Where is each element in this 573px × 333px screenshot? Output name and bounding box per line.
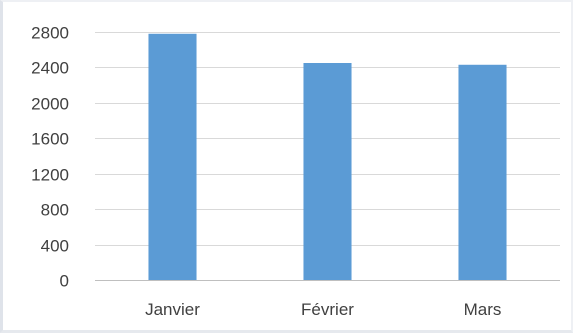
bar-mars: [458, 64, 507, 280]
x-category-label: Février: [301, 300, 354, 319]
y-tick-label: 2800: [31, 24, 69, 43]
y-tick-label: 2000: [31, 95, 69, 114]
y-tick-label: 800: [41, 201, 69, 220]
bars: [148, 33, 507, 281]
y-axis-ticks: 0 400 800 1200 1600 2000 2400 2800: [31, 24, 69, 291]
x-axis-labels: Janvier Février Mars: [145, 300, 501, 319]
y-tick-label: 2400: [31, 59, 69, 78]
bar-février: [303, 63, 352, 280]
bar-chart: 0 400 800 1200 1600 2000 2400 2800 Janvier Févri…: [31, 24, 560, 319]
bar-janvier: [148, 33, 197, 281]
y-tick-label: 400: [41, 237, 69, 256]
x-category-label: Janvier: [145, 300, 200, 319]
y-tick-label: 1600: [31, 130, 69, 149]
x-category-label: Mars: [464, 300, 502, 319]
y-tick-label: 1200: [31, 166, 69, 185]
y-tick-label: 0: [60, 272, 69, 291]
